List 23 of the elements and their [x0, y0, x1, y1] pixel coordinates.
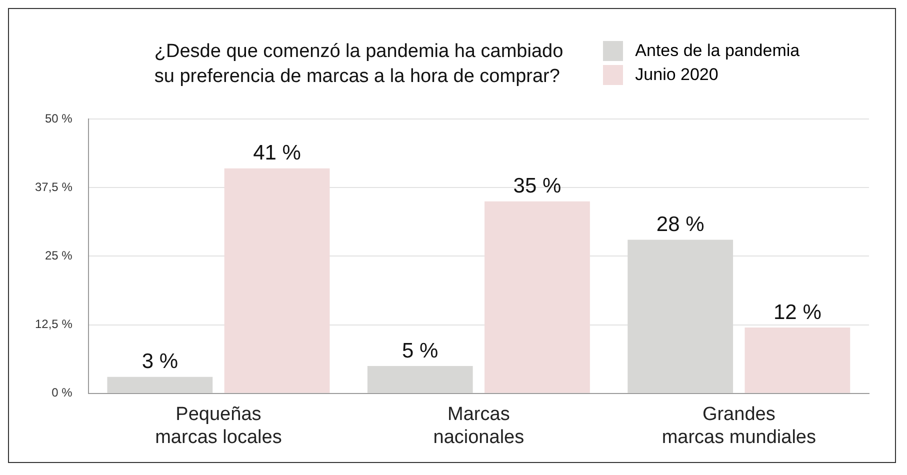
- bar: [107, 376, 213, 393]
- data-label: 28 %: [656, 213, 704, 236]
- y-tick-label: 25 %: [45, 248, 73, 263]
- y-tick-label: 37,5 %: [35, 180, 73, 194]
- bar: [367, 366, 473, 393]
- x-tick-label: Pequeñas marcas locales: [155, 404, 282, 448]
- data-label: 3 %: [142, 350, 178, 374]
- chart-title: ¿Desde que comenzó la pandemia ha cambiado su preferencia de marcas a la hora de comprar?: [154, 40, 564, 89]
- legend-label: Junio 2020: [635, 64, 718, 86]
- legend-label: Antes de la pandemia: [635, 40, 800, 62]
- y-tick-label: 0 %: [52, 386, 73, 400]
- bar: [484, 201, 590, 393]
- data-label: 5 %: [402, 339, 438, 362]
- y-tick-label: 50 %: [45, 111, 73, 126]
- y-tick-label: 12,5 %: [35, 317, 73, 332]
- bar: [744, 328, 850, 393]
- bar: [628, 240, 734, 393]
- data-label: 41 %: [253, 142, 301, 165]
- x-tick-label: Grandes marcas mundiales: [662, 404, 816, 448]
- bar: [224, 168, 330, 393]
- data-label: 35 %: [513, 174, 562, 198]
- data-label: 12 %: [774, 300, 822, 324]
- x-tick-label: Marcas nacionales: [433, 404, 524, 448]
